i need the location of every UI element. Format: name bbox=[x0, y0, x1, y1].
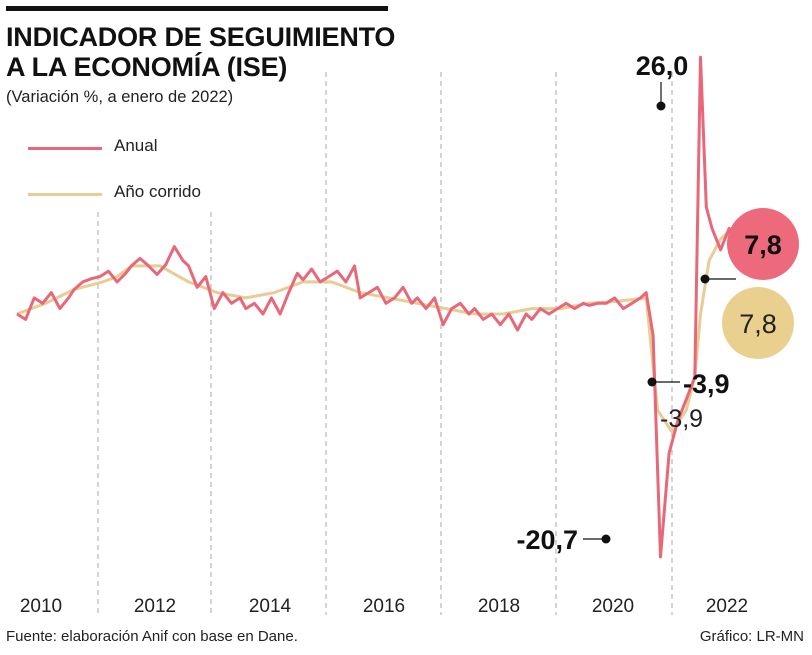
series-line-anual bbox=[16, 55, 737, 559]
marker-mid bbox=[647, 377, 657, 387]
chart-subtitle: (Variación %, a enero de 2022) bbox=[6, 88, 234, 106]
x-tick-label: 2020 bbox=[592, 596, 634, 617]
x-axis-ticks: 2010 2012 2014 2016 2018 2020 2022 bbox=[20, 596, 748, 617]
bubble-label-ano-corrido: 7,8 bbox=[739, 309, 777, 339]
legend-label-ano-corrido: Año corrido bbox=[114, 182, 201, 201]
x-tick-label: 2018 bbox=[478, 596, 520, 617]
marker-peak bbox=[656, 101, 666, 111]
annotation-latest: 7,8 7,8 bbox=[700, 208, 799, 359]
annotation-label-trough: -20,7 bbox=[516, 525, 578, 555]
bubble-label-anual: 7,8 bbox=[744, 230, 782, 260]
x-tick-label: 2022 bbox=[706, 596, 748, 617]
annotation-peak: 26,0 bbox=[636, 51, 689, 111]
title-line-1: INDICADOR DE SEGUIMIENTO bbox=[6, 22, 396, 52]
annotation-label-mid-ano-corrido: -3,9 bbox=[660, 405, 703, 433]
legend-swatch-anual bbox=[28, 147, 102, 150]
source-note: Fuente: elaboración Anif con base en Dan… bbox=[6, 628, 298, 645]
title-line-2: A LA ECONOMÍA (ISE) bbox=[6, 52, 288, 82]
chart-title: INDICADOR DE SEGUIMIENTO A LA ECONOMÍA (… bbox=[6, 22, 395, 82]
annotation-trough: -20,7 bbox=[516, 525, 611, 555]
bubble-ano-corrido bbox=[722, 287, 794, 359]
grid-lines bbox=[97, 72, 673, 615]
marker-latest bbox=[700, 274, 710, 284]
credit-note: Gráfico: LR-MN bbox=[699, 628, 804, 645]
marker-trough bbox=[601, 534, 611, 544]
legend-label-anual: Anual bbox=[114, 136, 158, 155]
bubble-anual bbox=[727, 208, 799, 280]
x-tick-label: 2012 bbox=[134, 596, 176, 617]
x-tick-label: 2010 bbox=[20, 596, 62, 617]
annotation-label-peak: 26,0 bbox=[636, 51, 689, 81]
series-line-ano-corrido bbox=[16, 226, 737, 434]
annotation-label-mid-anual: -3,9 bbox=[683, 369, 730, 399]
x-tick-label: 2016 bbox=[363, 596, 405, 617]
legend-swatch-ano-corrido bbox=[28, 193, 102, 196]
annotation-mid: -3,9 -3,9 bbox=[647, 369, 730, 433]
top-rule bbox=[6, 6, 388, 11]
x-tick-label: 2014 bbox=[249, 596, 292, 617]
series-lines bbox=[16, 55, 737, 559]
